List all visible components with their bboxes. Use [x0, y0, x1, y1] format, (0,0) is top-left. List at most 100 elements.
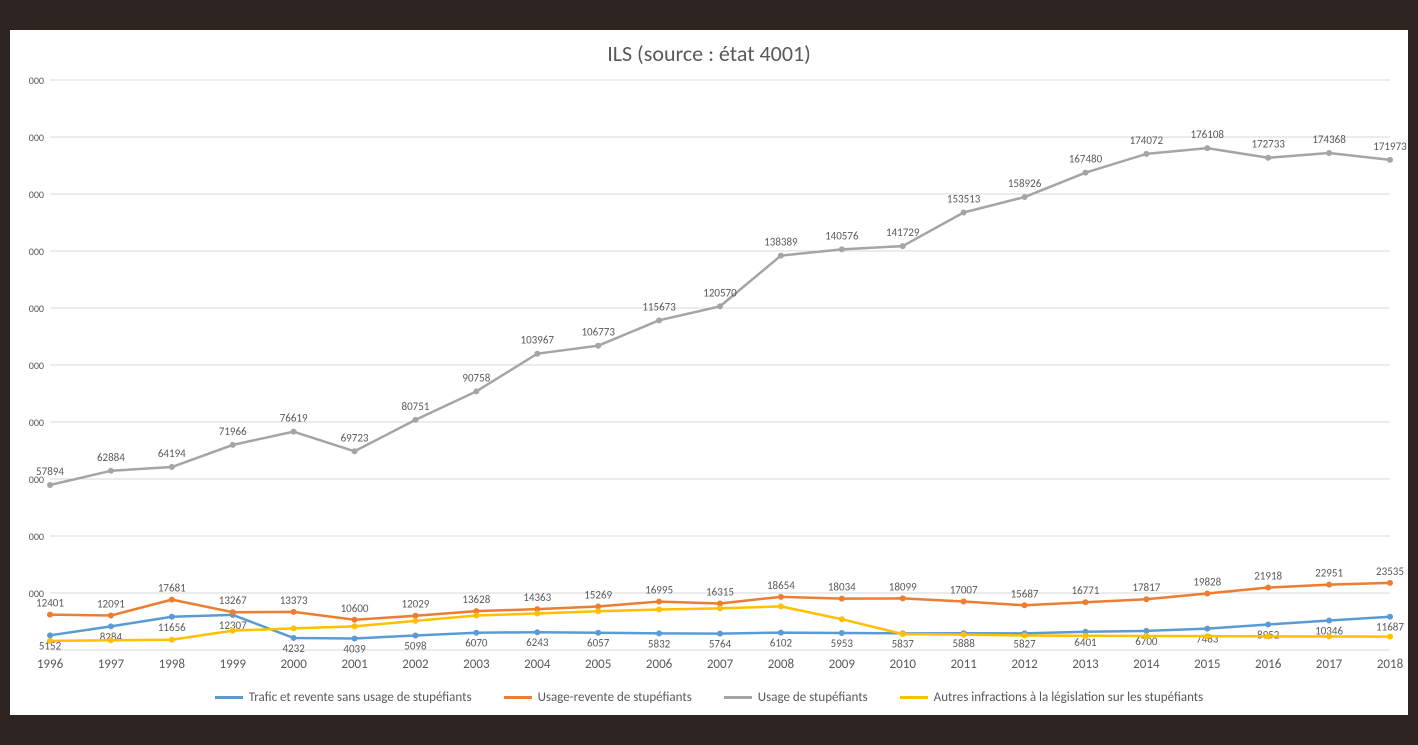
svg-text:12401: 12401 [36, 597, 64, 610]
chart-plot: 0000000000000000000000000000001996199719… [10, 30, 1408, 715]
svg-text:2011: 2011 [950, 657, 976, 672]
svg-text:16315: 16315 [706, 586, 734, 599]
svg-text:000: 000 [29, 188, 44, 201]
svg-text:11656: 11656 [158, 621, 186, 634]
svg-text:120570: 120570 [703, 286, 737, 299]
legend-swatch [504, 696, 532, 699]
svg-text:5837: 5837 [892, 637, 915, 650]
legend-item: Trafic et revente sans usage de stupéfia… [215, 690, 472, 705]
svg-text:1997: 1997 [98, 657, 125, 672]
svg-text:71966: 71966 [219, 425, 247, 438]
svg-text:5888: 5888 [952, 637, 975, 650]
svg-text:62884: 62884 [97, 451, 125, 464]
svg-text:57894: 57894 [36, 465, 64, 478]
svg-text:115673: 115673 [642, 300, 676, 313]
svg-text:18034: 18034 [828, 581, 856, 594]
svg-text:140576: 140576 [825, 229, 859, 242]
svg-text:18654: 18654 [767, 579, 795, 592]
svg-text:90758: 90758 [462, 371, 490, 384]
legend-label: Usage de stupéfiants [758, 690, 868, 705]
svg-text:13628: 13628 [462, 593, 490, 606]
svg-text:174072: 174072 [1130, 134, 1164, 147]
svg-text:138389: 138389 [764, 236, 798, 249]
svg-text:64194: 64194 [158, 447, 186, 460]
legend-item: Usage de stupéfiants [724, 690, 868, 705]
svg-text:11687: 11687 [1376, 621, 1404, 634]
svg-text:5827: 5827 [1013, 637, 1036, 650]
svg-text:5098: 5098 [404, 639, 427, 652]
svg-text:167480: 167480 [1069, 153, 1103, 166]
svg-text:2002: 2002 [402, 657, 429, 672]
legend-item: Usage-revente de stupéfiants [504, 690, 692, 705]
svg-text:000: 000 [29, 416, 44, 429]
svg-text:2005: 2005 [585, 657, 611, 672]
svg-text:17681: 17681 [158, 582, 186, 595]
chart-legend: Trafic et revente sans usage de stupéfia… [10, 690, 1408, 705]
svg-text:000: 000 [29, 74, 44, 87]
svg-text:2013: 2013 [1072, 657, 1099, 672]
svg-text:13267: 13267 [219, 594, 247, 607]
svg-text:174368: 174368 [1312, 133, 1346, 146]
svg-text:19828: 19828 [1193, 575, 1221, 588]
legend-label: Autres infractions à la législation sur … [934, 690, 1204, 705]
svg-text:103967: 103967 [521, 334, 555, 347]
svg-text:2018: 2018 [1377, 657, 1404, 672]
legend-swatch [724, 696, 752, 699]
svg-text:2004: 2004 [524, 657, 551, 672]
svg-text:2008: 2008 [768, 657, 795, 672]
svg-text:5764: 5764 [709, 638, 732, 651]
svg-text:4039: 4039 [343, 642, 366, 655]
legend-item: Autres infractions à la législation sur … [900, 690, 1204, 705]
svg-text:2003: 2003 [463, 657, 490, 672]
legend-label: Usage-revente de stupéfiants [538, 690, 692, 705]
svg-text:153513: 153513 [947, 192, 981, 205]
svg-text:106773: 106773 [581, 326, 615, 339]
svg-text:6243: 6243 [526, 636, 549, 649]
svg-text:76619: 76619 [280, 412, 308, 425]
svg-text:000: 000 [29, 131, 44, 144]
svg-text:2014: 2014 [1133, 657, 1160, 672]
legend-swatch [215, 696, 243, 699]
svg-text:69723: 69723 [341, 431, 369, 444]
svg-text:16995: 16995 [645, 584, 673, 597]
svg-text:158926: 158926 [1008, 177, 1042, 190]
svg-text:15269: 15269 [584, 588, 612, 601]
svg-text:4232: 4232 [282, 642, 305, 655]
svg-text:176108: 176108 [1191, 128, 1225, 141]
chart-container: ILS (source : état 4001) 000000000000000… [10, 30, 1408, 715]
svg-text:2016: 2016 [1255, 657, 1282, 672]
svg-text:17007: 17007 [950, 584, 978, 597]
svg-text:2001: 2001 [341, 657, 367, 672]
svg-text:2015: 2015 [1194, 657, 1220, 672]
svg-text:2000: 2000 [280, 657, 307, 672]
svg-text:2007: 2007 [707, 657, 734, 672]
svg-text:000: 000 [29, 530, 44, 543]
svg-text:17817: 17817 [1132, 581, 1160, 594]
svg-text:1999: 1999 [220, 657, 247, 672]
svg-text:6070: 6070 [465, 637, 488, 650]
svg-text:2010: 2010 [890, 657, 917, 672]
svg-text:2006: 2006 [646, 657, 673, 672]
svg-text:6102: 6102 [770, 637, 793, 650]
svg-text:10600: 10600 [341, 602, 369, 615]
svg-text:1996: 1996 [37, 657, 64, 672]
svg-text:16771: 16771 [1072, 584, 1100, 597]
svg-text:12091: 12091 [97, 598, 125, 611]
svg-text:14363: 14363 [523, 591, 551, 604]
svg-text:18099: 18099 [889, 580, 917, 593]
legend-label: Trafic et revente sans usage de stupéfia… [249, 690, 472, 705]
svg-text:21918: 21918 [1254, 570, 1282, 583]
svg-text:2009: 2009 [829, 657, 856, 672]
svg-text:141729: 141729 [886, 226, 920, 239]
svg-text:80751: 80751 [402, 400, 430, 413]
svg-text:23535: 23535 [1376, 565, 1404, 578]
svg-text:13373: 13373 [280, 594, 308, 607]
svg-text:2017: 2017 [1316, 657, 1343, 672]
svg-text:2012: 2012 [1011, 657, 1038, 672]
svg-text:5832: 5832 [648, 637, 671, 650]
svg-text:5953: 5953 [831, 637, 854, 650]
svg-text:000: 000 [29, 359, 44, 372]
svg-text:1998: 1998 [159, 657, 186, 672]
svg-text:000: 000 [29, 245, 44, 258]
svg-text:22951: 22951 [1315, 567, 1343, 580]
